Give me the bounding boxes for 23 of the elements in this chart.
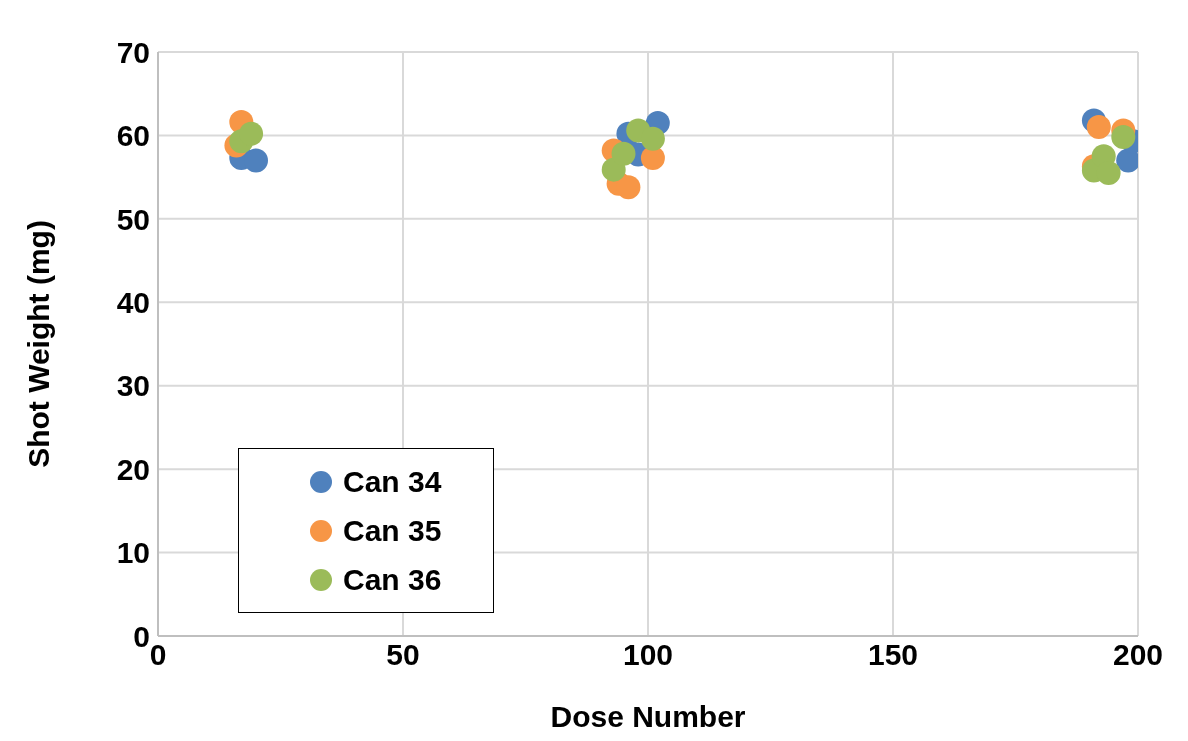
y-axis-title: Shot Weight (mg): [21, 220, 55, 468]
y-tick-label: 70: [116, 35, 150, 69]
x-axis-title: Dose Number: [550, 700, 746, 733]
y-tick-label: 30: [116, 369, 150, 403]
y-tick-label: 60: [116, 119, 150, 153]
x-tick-label: 50: [386, 638, 420, 672]
x-tick-label: 100: [622, 638, 674, 672]
point: [611, 141, 636, 166]
point: [1111, 125, 1136, 150]
y-tick-label: 20: [116, 452, 150, 486]
point: [1086, 115, 1111, 140]
legend-label: Can 35: [343, 513, 442, 548]
legend-label: Can 34: [343, 464, 442, 499]
point: [239, 121, 264, 146]
point: [640, 126, 665, 151]
legend-label: Can 36: [343, 562, 442, 597]
x-tick-label: 150: [867, 638, 919, 672]
point: [616, 175, 641, 200]
y-tick-label: 40: [116, 285, 150, 319]
y-tick-label: 50: [116, 202, 150, 236]
point: [244, 148, 268, 173]
x-tick-label: 200: [1112, 638, 1164, 672]
y-tick-label: 10: [116, 536, 150, 570]
